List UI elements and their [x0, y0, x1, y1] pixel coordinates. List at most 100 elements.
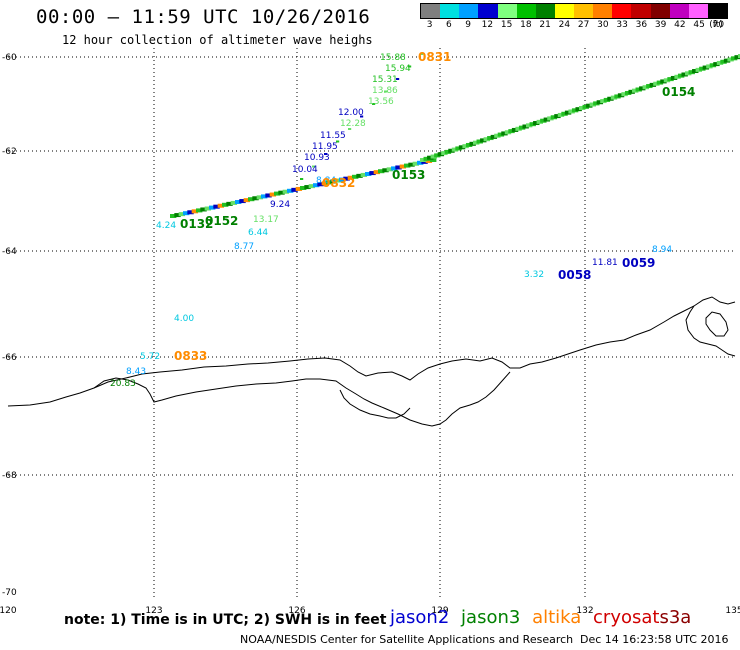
legend-level-label: 70	[712, 20, 725, 30]
track-mark	[511, 127, 519, 132]
legend-swatch	[516, 4, 536, 18]
pass-time-label: 0831	[418, 50, 451, 64]
legend-level-label: 36	[635, 20, 648, 30]
track-mark	[437, 152, 445, 157]
coastline-east	[685, 305, 736, 357]
longitude-tick-label: 120	[0, 606, 17, 616]
track-mark	[196, 208, 203, 213]
wave-height-label: 11.55	[320, 131, 346, 141]
track-mark	[287, 188, 294, 193]
wave-height-label: 8.77	[234, 242, 254, 252]
wave-height-label: 15.31	[372, 75, 398, 85]
track-mark	[183, 211, 190, 216]
track-mark	[265, 193, 272, 198]
legend-swatch	[593, 4, 613, 18]
track-mark	[308, 184, 316, 189]
track-mark	[295, 186, 303, 191]
track-mark	[677, 73, 685, 78]
track-mark	[455, 146, 462, 151]
track-mark	[508, 129, 515, 134]
track-mark	[334, 178, 342, 183]
track-mark	[291, 187, 298, 192]
sat-s3a: s3a	[659, 607, 692, 628]
track-mark	[667, 77, 674, 82]
track-mark	[596, 100, 604, 105]
track-mark	[730, 56, 738, 61]
track-mark	[487, 136, 494, 141]
track-mark	[239, 199, 246, 204]
track-mark	[451, 147, 459, 152]
coastline-west-bay	[93, 371, 511, 427]
track-mark	[639, 86, 646, 91]
track-mark	[373, 170, 381, 175]
track-mark	[653, 81, 660, 86]
wave-height-label: 20.83	[110, 379, 136, 389]
track-mark	[738, 54, 740, 58]
track-mark	[582, 104, 589, 109]
latitude-tick-label: -68	[2, 471, 17, 481]
track-mark	[420, 158, 427, 162]
track-mark	[235, 200, 242, 204]
longitude-tick-label: 129	[431, 606, 448, 616]
track-mark	[408, 65, 412, 68]
legend-level-label: 30	[597, 20, 609, 30]
track-mark	[178, 212, 186, 217]
track-mark	[282, 189, 290, 194]
track-mark	[217, 203, 225, 208]
track-mark	[330, 179, 337, 184]
pass-time-label: 0059	[622, 256, 655, 270]
latitude-tick-label: -64	[2, 247, 17, 257]
track-mark	[670, 75, 678, 80]
pass-time-label: 0832	[322, 176, 355, 190]
track-mark	[699, 66, 706, 71]
track-mark	[660, 79, 667, 84]
track-mark	[550, 115, 558, 120]
wave-height-label: 12.00	[338, 108, 364, 118]
wave-height-label: 9.24	[270, 200, 290, 210]
track-mark	[533, 121, 540, 126]
track-mark	[557, 112, 565, 117]
track-mark	[339, 177, 346, 182]
track-mark	[248, 197, 255, 202]
track-mark	[300, 186, 307, 190]
track-mark	[713, 62, 720, 67]
track-mark	[702, 65, 710, 70]
track-mark	[504, 130, 512, 135]
track-mark	[324, 153, 328, 155]
track-mark	[336, 140, 340, 143]
track-mark	[372, 103, 376, 105]
track-mark	[348, 128, 352, 130]
legend-swatch	[669, 4, 689, 18]
track-mark	[579, 106, 586, 110]
track-mark	[632, 88, 639, 93]
track-mark	[716, 60, 724, 65]
track-mark	[408, 162, 415, 167]
track-mark	[469, 141, 476, 146]
track-mark	[709, 63, 717, 68]
legend-swatch	[612, 4, 632, 18]
track-mark	[404, 163, 411, 168]
legend-level-label: 33	[616, 20, 628, 30]
wave-height-label: 10.04	[292, 165, 318, 175]
graticule: -60 -62 -64 -66 -68 -70 120 123 126 129 132 135	[0, 48, 740, 616]
coastline-main	[7, 296, 736, 407]
map-subtitle: 12 hour collection of altimeter wave hei…	[62, 33, 373, 47]
track-mark	[213, 204, 220, 209]
legend-level-label: 45	[693, 20, 705, 30]
wave-height-label: 11.81	[592, 258, 618, 268]
track-mark	[343, 176, 350, 181]
satellite-legend: jason2 jason3 altika cryosats3a	[390, 607, 697, 628]
wave-height-label: 15.94	[385, 64, 411, 74]
longitude-tick-label: 135	[725, 606, 740, 616]
wave-height-label: 12.28	[340, 119, 366, 129]
wave-height-label: 8.43	[126, 367, 146, 377]
wave-height-label: 13.56	[368, 97, 394, 107]
track-mark	[688, 70, 695, 75]
track-mark	[187, 210, 194, 215]
track-mark	[497, 132, 505, 137]
wave-height-label: 15.88	[380, 53, 406, 63]
track-mark	[635, 87, 642, 92]
sat-cryosat: cryosat	[593, 607, 660, 628]
track-mark	[646, 84, 653, 89]
track-mark	[727, 57, 734, 62]
